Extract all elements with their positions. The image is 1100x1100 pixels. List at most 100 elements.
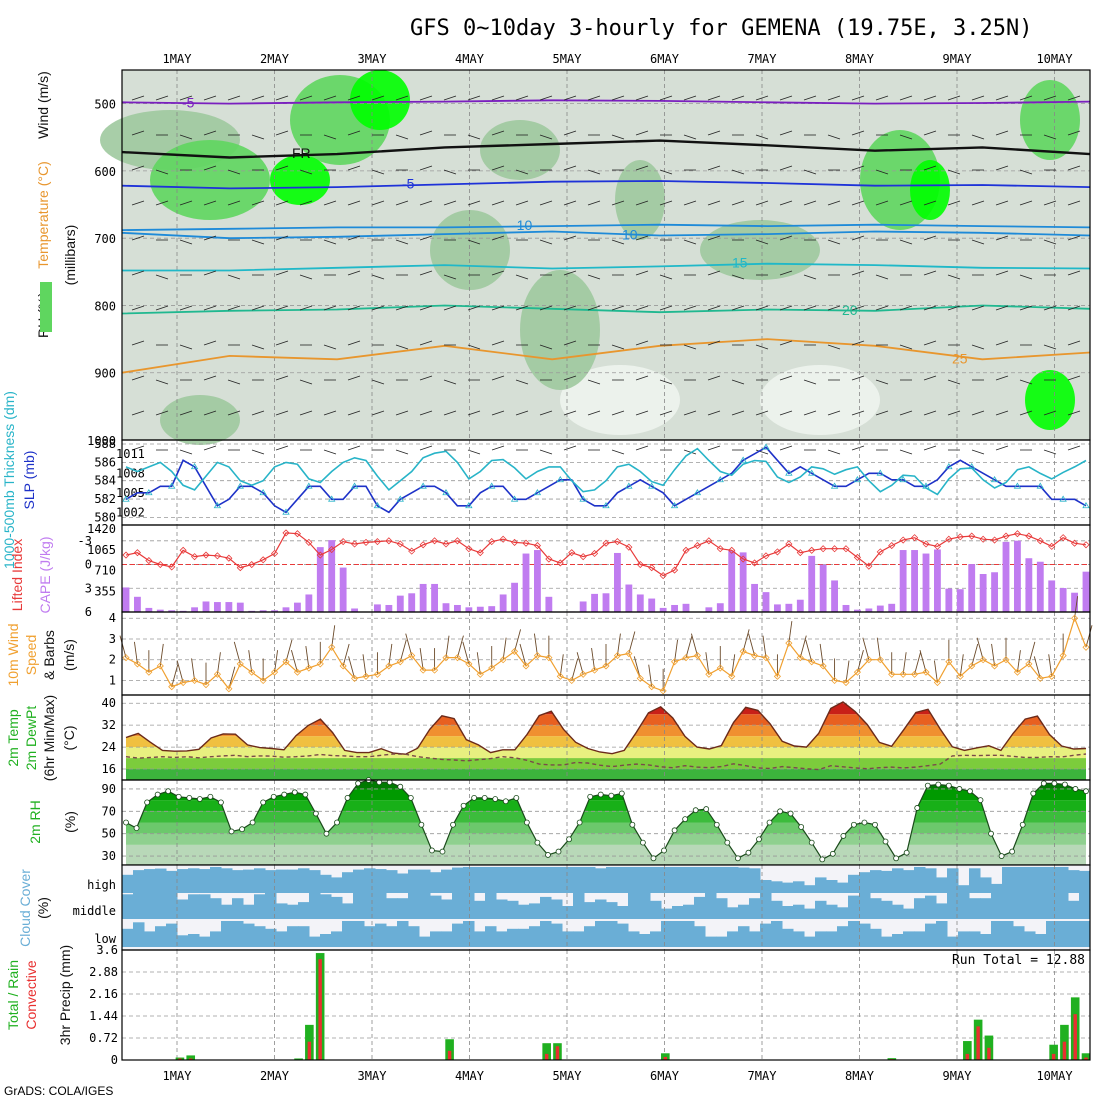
rh-marker	[523, 819, 530, 826]
slp-marker	[648, 482, 656, 489]
wind-barb	[611, 449, 625, 455]
rh-marker	[281, 791, 288, 798]
wind-speed-marker	[385, 662, 393, 670]
wind-barb	[133, 641, 138, 664]
lifted-index-marker	[533, 541, 541, 550]
wind-speed-marker	[431, 666, 439, 674]
lifted-index-tick-label: 0	[85, 558, 92, 572]
cloud-bar-high	[628, 867, 640, 893]
wind-barb	[467, 449, 481, 455]
wind-speed-marker	[991, 662, 999, 670]
wind-barb	[419, 648, 424, 671]
cape-bar	[442, 603, 450, 612]
wind-speed-marker	[419, 666, 427, 674]
cloud-bar-middle	[1057, 893, 1069, 919]
wind-speed-marker	[785, 639, 793, 647]
lifted-index-marker	[842, 545, 850, 553]
wind-speed-marker	[453, 654, 461, 662]
cloud-bar-low	[573, 931, 585, 947]
precip-convective-bar	[965, 1053, 970, 1060]
cloud-bar-low	[1079, 921, 1091, 947]
wind-barb	[875, 200, 889, 206]
lifted-index-marker	[773, 548, 781, 556]
wind-barb	[227, 95, 241, 101]
wind-barb	[685, 635, 693, 658]
wind-barb	[216, 652, 221, 675]
wind-barb	[755, 239, 769, 245]
wind-barb	[635, 375, 649, 381]
rh-marker	[1072, 786, 1079, 792]
wind-barb	[203, 270, 217, 276]
cloud-bar-high	[1002, 867, 1014, 893]
wind-barb	[131, 270, 145, 276]
slp-marker	[510, 495, 519, 502]
cloud-bar-low	[727, 931, 739, 947]
rh-marker	[808, 839, 815, 846]
precip-total-axis-label: Total / Rain	[5, 960, 21, 1030]
slp-marker	[396, 495, 404, 502]
wind-barb	[347, 165, 361, 171]
wind-barb	[203, 410, 217, 416]
cape-bar	[545, 596, 553, 612]
wind-barb	[995, 235, 1009, 241]
wind-barb	[299, 410, 313, 416]
wind-barb	[851, 410, 865, 416]
cloud-bar-high	[353, 869, 365, 893]
wind-barb	[659, 200, 673, 206]
cape-axis-label: CAPE (J/kg)	[37, 536, 53, 613]
wind-barb	[705, 652, 710, 675]
cloud-bar-low	[892, 934, 904, 947]
wind-barb	[1043, 410, 1057, 416]
cape-bar	[636, 594, 644, 612]
lifted-index-marker	[1082, 541, 1090, 549]
contour-label: 25	[952, 350, 968, 366]
thickness-tick-label: 580	[94, 510, 116, 524]
cloud-bar-high	[980, 877, 992, 893]
wind-barb	[1028, 641, 1036, 664]
cloud-bar-middle	[815, 900, 827, 919]
wind-barb	[227, 410, 241, 416]
cloud-bar-low	[870, 928, 882, 947]
wind-barb	[515, 379, 529, 385]
cloud-bar-middle	[452, 893, 464, 919]
wind-speed-marker	[248, 668, 256, 676]
rh-marker	[956, 786, 963, 792]
wind-barb	[179, 344, 193, 350]
lifted-index-marker	[933, 542, 941, 550]
cape-bar	[682, 603, 690, 612]
pressure-tick-label: 1000	[87, 434, 116, 448]
wind-barb	[683, 134, 697, 140]
cloud-bar-middle	[122, 894, 134, 919]
wind-speed-marker	[739, 647, 747, 655]
wind-barb	[923, 340, 937, 346]
slp-marker	[625, 482, 633, 489]
wind-barb	[539, 134, 553, 140]
wind-barb	[779, 270, 793, 276]
wind-barb	[827, 134, 841, 140]
day-label-top: 5MAY	[553, 52, 583, 66]
rh-marker	[260, 799, 267, 806]
lifted-index-marker	[248, 560, 256, 569]
cloud-bar-high	[441, 869, 453, 893]
wind-barb	[491, 165, 505, 171]
wind-barb	[683, 344, 697, 350]
rh-shade-area	[520, 270, 600, 390]
rh-marker	[724, 839, 731, 846]
rh-marker	[1009, 848, 1016, 855]
wind-barb	[388, 643, 393, 667]
wind-barb	[947, 410, 961, 416]
wind-speed-marker	[876, 656, 884, 664]
rh-marker	[851, 821, 857, 828]
cloud-bar-middle	[177, 899, 189, 919]
wind-barb	[995, 375, 1009, 381]
wind-barb	[899, 305, 913, 311]
wind-barb	[862, 637, 870, 660]
rh-shade-area	[1020, 80, 1080, 160]
pressure-tick-label: 600	[94, 165, 116, 179]
wind-speed-marker	[271, 668, 279, 676]
rh-marker	[186, 794, 193, 801]
rh-marker	[344, 794, 351, 801]
wind-speed-marker	[579, 670, 587, 678]
wind-speed-marker	[328, 643, 336, 651]
day-label-bottom: 9MAY	[943, 1069, 973, 1083]
